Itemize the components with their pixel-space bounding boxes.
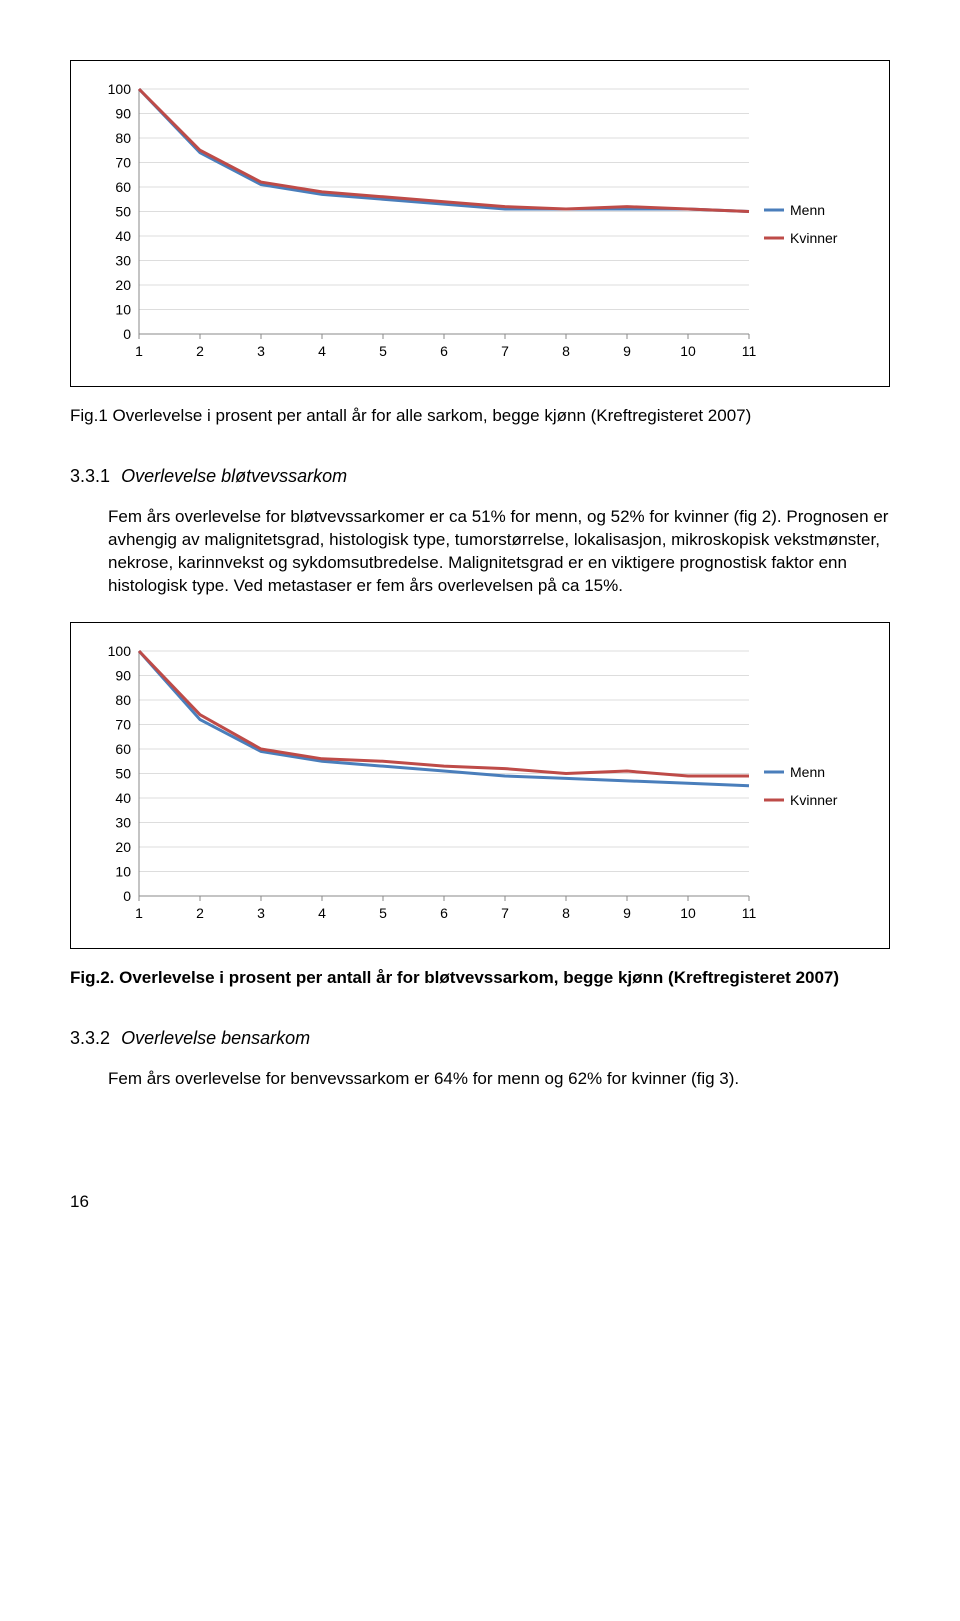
section-number: 3.3.2 bbox=[70, 1028, 110, 1048]
svg-text:3: 3 bbox=[257, 343, 265, 359]
svg-text:80: 80 bbox=[115, 130, 131, 146]
svg-text:70: 70 bbox=[115, 716, 131, 732]
svg-text:8: 8 bbox=[562, 343, 570, 359]
svg-text:9: 9 bbox=[623, 905, 631, 921]
figure-1-caption: Fig.1 Overlevelse i prosent per antall å… bbox=[70, 405, 890, 428]
svg-text:6: 6 bbox=[440, 343, 448, 359]
svg-text:4: 4 bbox=[318, 905, 326, 921]
svg-text:90: 90 bbox=[115, 106, 131, 122]
svg-text:50: 50 bbox=[115, 204, 131, 220]
paragraph-1: Fem års overlevelse for bløtvevssarkomer… bbox=[108, 506, 890, 598]
svg-text:90: 90 bbox=[115, 667, 131, 683]
chart-2: 0 10 20 30 40 50 60 70 80 90 100 1 2 3 4 5 6 7 8 9 10 11 Menn K… bbox=[89, 641, 869, 931]
section-3-3-2-heading: 3.3.2 Overlevelse bensarkom bbox=[70, 1026, 890, 1050]
svg-text:Menn: Menn bbox=[790, 202, 825, 218]
svg-text:Kvinner: Kvinner bbox=[790, 230, 838, 246]
svg-text:11: 11 bbox=[742, 905, 757, 921]
svg-text:60: 60 bbox=[115, 741, 131, 757]
svg-text:20: 20 bbox=[115, 277, 131, 293]
svg-text:Kvinner: Kvinner bbox=[790, 792, 838, 808]
chart-1: 0 10 20 30 40 50 60 70 80 90 100 1 2 3 4 5 6 7 8 9 10 11 Menn K… bbox=[89, 79, 869, 369]
chart-2-container: 0 10 20 30 40 50 60 70 80 90 100 1 2 3 4 5 6 7 8 9 10 11 Menn K… bbox=[70, 622, 890, 949]
svg-text:4: 4 bbox=[318, 343, 326, 359]
svg-text:9: 9 bbox=[623, 343, 631, 359]
page-number: 16 bbox=[70, 1191, 890, 1214]
section-number: 3.3.1 bbox=[70, 466, 110, 486]
svg-text:Menn: Menn bbox=[790, 764, 825, 780]
svg-text:10: 10 bbox=[115, 863, 131, 879]
svg-text:0: 0 bbox=[123, 326, 131, 342]
svg-text:1: 1 bbox=[135, 343, 143, 359]
svg-text:5: 5 bbox=[379, 905, 387, 921]
svg-text:7: 7 bbox=[501, 905, 509, 921]
svg-text:10: 10 bbox=[115, 302, 131, 318]
svg-text:5: 5 bbox=[379, 343, 387, 359]
svg-text:0: 0 bbox=[123, 888, 131, 904]
svg-text:6: 6 bbox=[440, 905, 448, 921]
svg-text:30: 30 bbox=[115, 814, 131, 830]
svg-text:50: 50 bbox=[115, 765, 131, 781]
svg-text:8: 8 bbox=[562, 905, 570, 921]
svg-text:30: 30 bbox=[115, 253, 131, 269]
svg-text:40: 40 bbox=[115, 790, 131, 806]
svg-text:7: 7 bbox=[501, 343, 509, 359]
svg-text:20: 20 bbox=[115, 839, 131, 855]
svg-text:2: 2 bbox=[196, 343, 204, 359]
svg-text:11: 11 bbox=[742, 343, 757, 359]
svg-text:10: 10 bbox=[680, 343, 696, 359]
svg-text:80: 80 bbox=[115, 692, 131, 708]
svg-text:60: 60 bbox=[115, 179, 131, 195]
svg-text:40: 40 bbox=[115, 228, 131, 244]
section-3-3-1-heading: 3.3.1 Overlevelse bløtvevssarkom bbox=[70, 464, 890, 488]
svg-text:100: 100 bbox=[108, 81, 132, 97]
svg-text:10: 10 bbox=[680, 905, 696, 921]
section-title: Overlevelse bløtvevssarkom bbox=[121, 466, 347, 486]
section-title: Overlevelse bensarkom bbox=[121, 1028, 310, 1048]
svg-text:3: 3 bbox=[257, 905, 265, 921]
svg-text:100: 100 bbox=[108, 643, 132, 659]
svg-text:2: 2 bbox=[196, 905, 204, 921]
svg-text:1: 1 bbox=[135, 905, 143, 921]
paragraph-2: Fem års overlevelse for benvevssarkom er… bbox=[108, 1068, 890, 1091]
svg-text:70: 70 bbox=[115, 155, 131, 171]
chart-1-container: 0 10 20 30 40 50 60 70 80 90 100 1 2 3 4 5 6 7 8 9 10 11 Menn K… bbox=[70, 60, 890, 387]
figure-2-caption: Fig.2. Overlevelse i prosent per antall … bbox=[70, 967, 890, 990]
